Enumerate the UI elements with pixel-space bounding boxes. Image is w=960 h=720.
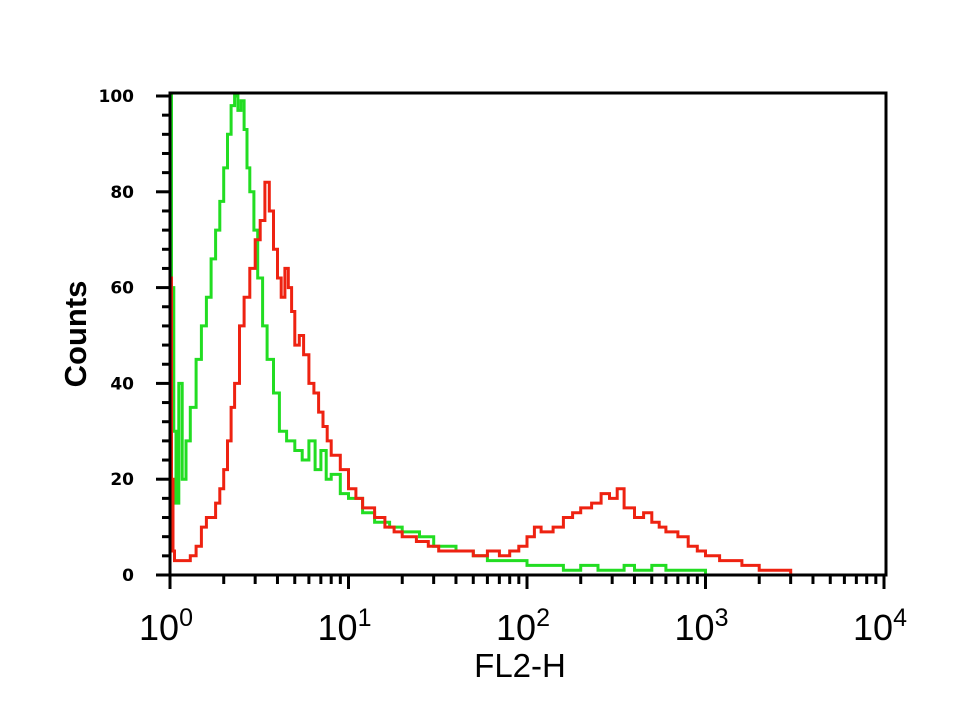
y-tick-label: 20 [110,470,134,490]
x-tick-label: 104 [853,604,907,648]
plot-frame [168,91,888,577]
series-line-2 [170,180,884,577]
y-axis: 0 20 40 60 80 100 [99,87,170,586]
y-tick-label: 0 [122,566,134,586]
y-tick-label: 60 [110,279,134,299]
y-tick-label: 100 [99,87,135,107]
series-line-1 [170,94,884,577]
x-tick-label: 101 [318,604,372,648]
y-tick-label: 80 [110,183,134,203]
y-axis-label: Counts [58,281,93,388]
x-tick-label: 103 [675,604,729,648]
x-tick-label: 102 [496,604,550,648]
x-axis: 100 101 102 103 104 [139,575,907,648]
series-layer [170,94,884,577]
y-tick-label: 40 [110,374,134,394]
x-tick-label: 100 [139,604,193,648]
x-axis-label: FL2-H [474,647,566,684]
